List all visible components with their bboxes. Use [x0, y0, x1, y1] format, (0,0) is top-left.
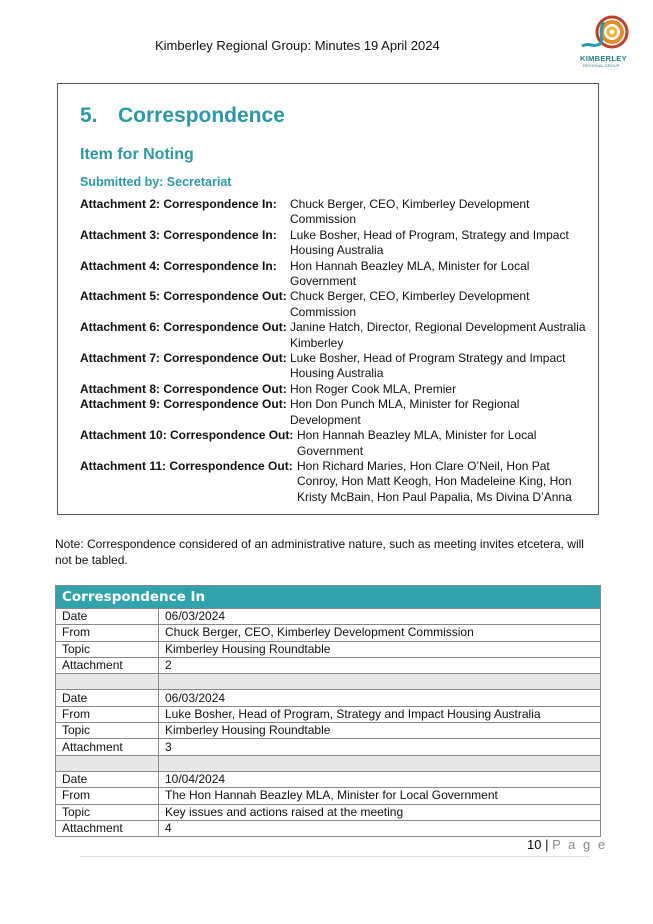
row-value: 2 [158, 656, 601, 675]
table-row: Attachment 2 [55, 656, 601, 675]
table-row: Date 06/03/2024 [55, 689, 601, 707]
attachment-label: Attachment 2: Correspondence In: [80, 197, 277, 211]
row-value: 06/03/2024 [158, 689, 601, 707]
row-value [158, 754, 601, 772]
row-label [55, 754, 159, 772]
footer-divider [80, 856, 590, 857]
row-value: 4 [158, 819, 601, 838]
attachment-label: Attachment 6: Correspondence Out: [80, 320, 287, 335]
attachment-item: Attachment 10: Correspondence Out: Hon Ha… [80, 428, 590, 459]
row-value: The Hon Hannah Beazley MLA, Minister for… [158, 787, 601, 805]
attachment-label: Attachment 5: Correspondence Out: [80, 289, 287, 304]
swirl-logo-icon [581, 15, 629, 49]
row-label: From [55, 787, 159, 805]
correspondence-in-table: Correspondence In Date 06/03/2024 From Chuc… [55, 585, 601, 838]
attachment-value: Luke Bosher, Head of Program Strategy an… [290, 351, 566, 381]
row-label: From [55, 624, 159, 642]
attachment-label: Attachment 3: Correspondence In: [80, 227, 277, 242]
row-value: Luke Bosher, Head of Program, Strategy a… [158, 705, 601, 724]
row-label: Topic [55, 722, 159, 740]
kimberley-logo: KIMBERLEY REGIONAL GROUP [578, 12, 634, 72]
table-row: Attachment 4 [55, 819, 601, 838]
row-value: 3 [158, 738, 601, 756]
table-row: Topic Kimberley Housing Roundtable [55, 722, 601, 740]
row-label [55, 673, 159, 691]
attachment-item: Attachment 9: Correspondence Out: Hon Don… [80, 397, 590, 428]
attachment-value: Chuck Berger, CEO, Kimberley Development… [290, 289, 530, 319]
row-value: Kimberley Housing Roundtable [158, 640, 601, 658]
attachment-item: Attachment 8: Correspondence Out: Hon Rog… [80, 382, 590, 397]
attachment-value: Hon Hannah Beazley MLA, Minister for Loc… [297, 428, 537, 458]
attachment-item: Attachment 3: Correspondence In: Luke Bos… [80, 228, 590, 259]
attachment-item: Attachment 6: Correspondence Out: Janine … [80, 320, 590, 351]
row-label: Topic [55, 803, 159, 821]
table-row: From Chuck Berger, CEO, Kimberley Develop… [55, 624, 601, 642]
attachment-item: Attachment 2: Correspondence In: Chuck Be… [80, 197, 590, 228]
table-row: Date 10/04/2024 [55, 770, 601, 789]
table-row: Date 06/03/2024 [55, 607, 601, 626]
row-label: Date [55, 689, 159, 707]
attachment-value: Hon Don Punch MLA, Minister for Regional… [290, 397, 520, 427]
attachment-label: Attachment 7: Correspondence Out: [80, 351, 287, 366]
table-row [55, 754, 601, 772]
row-value: Key issues and actions raised at the mee… [158, 803, 601, 821]
row-value: 10/04/2024 [158, 770, 601, 789]
attachment-value: Hon Richard Maries, Hon Clare O’Neil, Ho… [297, 458, 572, 504]
table-row: From Luke Bosher, Head of Program, Strate… [55, 705, 601, 724]
attachment-value: Janine Hatch, Director, Regional Develop… [290, 320, 586, 350]
attachment-value: Chuck Berger, CEO, Kimberley Development… [290, 197, 530, 227]
attachment-item: Attachment 7: Correspondence Out: Luke Bo… [80, 351, 590, 382]
row-label: From [55, 705, 159, 724]
table-title: Correspondence In [55, 585, 601, 609]
attachment-list: Attachment 2: Correspondence In: Chuck Be… [80, 197, 590, 505]
row-label: Attachment [55, 656, 159, 675]
row-label: Topic [55, 640, 159, 658]
attachment-item: Attachment 11: Correspondence Out: Hon Ri… [80, 459, 590, 505]
row-label: Attachment [55, 738, 159, 756]
running-header: Kimberley Regional Group: Minutes 19 Apr… [155, 38, 440, 53]
table-row: Attachment 3 [55, 738, 601, 756]
row-label: Date [55, 770, 159, 789]
row-label: Date [55, 607, 159, 626]
table-row [55, 673, 601, 691]
row-value: Chuck Berger, CEO, Kimberley Development… [158, 624, 601, 642]
attachment-label: Attachment 10: Correspondence Out: [80, 428, 294, 443]
submitted-by: Submitted by: Secretariat [80, 175, 232, 189]
attachment-value: Hon Roger Cook MLA, Premier [290, 381, 457, 396]
attachment-label: Attachment 4: Correspondence In: [80, 258, 277, 273]
table-row: Topic Kimberley Housing Roundtable [55, 640, 601, 658]
row-label: Attachment [55, 819, 159, 838]
correspondence-section: 5. Correspondence Item for Noting Submitt… [57, 83, 599, 515]
attachment-label: Attachment 9: Correspondence Out: [80, 397, 287, 412]
item-heading: Item for Noting [80, 146, 194, 163]
table-row: Topic Key issues and actions raised at th… [55, 803, 601, 821]
attachment-item: Attachment 5: Correspondence Out: Chuck B… [80, 289, 590, 320]
attachment-label: Attachment 11: Correspondence Out: [80, 458, 293, 473]
note-text: Note: Correspondence considered of an ad… [55, 537, 584, 567]
row-value: 06/03/2024 [158, 607, 601, 626]
table-row: From The Hon Hannah Beazley MLA, Minister… [55, 787, 601, 805]
section-heading: 5. Correspondence [80, 104, 285, 127]
page-footer: 10 | P a g e [527, 837, 608, 852]
attachment-label: Attachment 8: Correspondence Out: [80, 381, 287, 396]
attachment-value: Luke Bosher, Head of Program, Strategy a… [290, 227, 569, 258]
attachment-value: Hon Hannah Beazley MLA, Minister for Loc… [290, 258, 530, 289]
row-value [158, 673, 601, 691]
row-value: Kimberley Housing Roundtable [158, 722, 601, 740]
attachment-item: Attachment 4: Correspondence In: Hon Hann… [80, 259, 590, 290]
